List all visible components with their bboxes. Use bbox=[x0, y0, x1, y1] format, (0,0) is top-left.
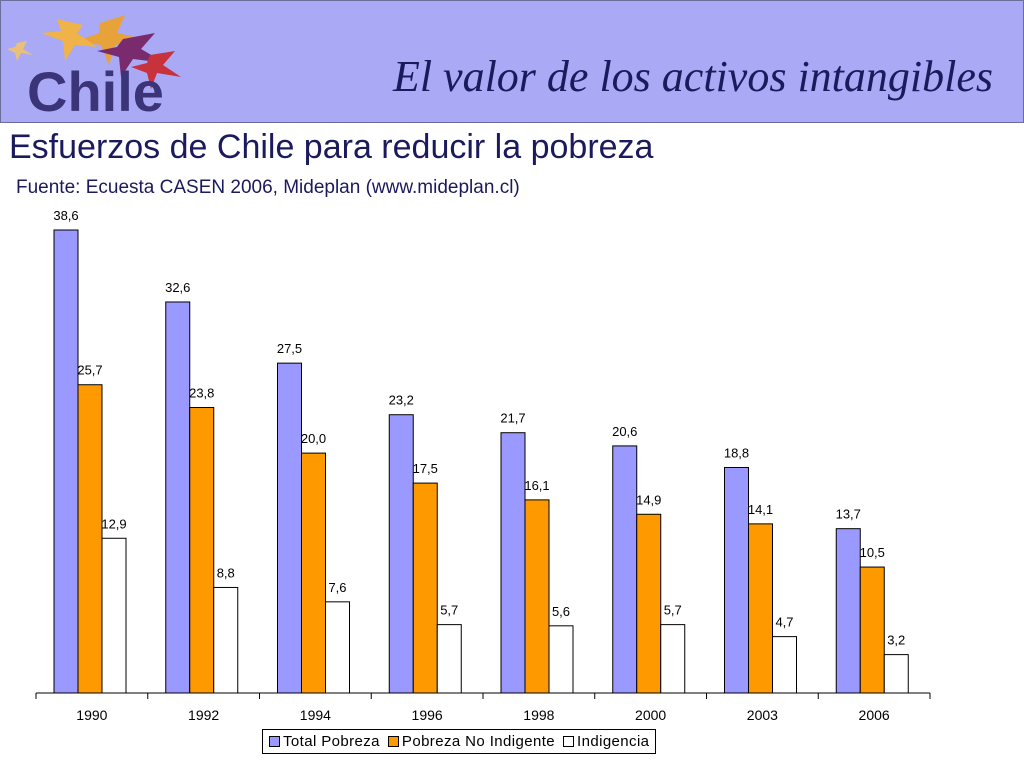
data-label: 10,5 bbox=[860, 545, 885, 560]
chart-subtitle: Esfuerzos de Chile para reducir la pobre… bbox=[9, 128, 654, 166]
bar bbox=[53, 229, 79, 694]
bar bbox=[301, 452, 326, 694]
legend-item-indigencia: Indigencia bbox=[563, 733, 649, 750]
data-label: 5,7 bbox=[440, 603, 458, 618]
bar bbox=[524, 499, 550, 694]
chile-logo: Chile bbox=[7, 15, 181, 121]
data-label: 14,1 bbox=[748, 502, 773, 517]
legend-item-no-indigente: Pobreza No Indigente bbox=[387, 733, 556, 750]
data-label: 7,6 bbox=[328, 580, 346, 595]
x-tick-label: 1992 bbox=[188, 707, 219, 723]
data-label: 13,7 bbox=[836, 507, 861, 522]
slide-title: El valor de los activos intangibles bbox=[392, 52, 993, 101]
bar bbox=[883, 654, 909, 694]
bar bbox=[724, 466, 749, 694]
data-label: 20,0 bbox=[301, 431, 326, 446]
bar bbox=[660, 624, 686, 694]
data-label: 18,8 bbox=[724, 445, 749, 460]
bar bbox=[165, 301, 191, 694]
x-tick-label: 1996 bbox=[412, 707, 443, 723]
source-note: Fuente: Ecuesta CASEN 2006, Mideplan (ww… bbox=[16, 177, 520, 198]
data-label: 23,8 bbox=[189, 386, 214, 401]
data-label: 20,6 bbox=[612, 424, 637, 439]
data-label: 5,6 bbox=[552, 604, 570, 619]
bar bbox=[77, 384, 103, 694]
legend-label-no-indigente: Pobreza No Indigente bbox=[401, 733, 556, 750]
x-tick-label: 2006 bbox=[859, 707, 890, 723]
data-label: 16,1 bbox=[524, 478, 549, 493]
x-tick-label: 1990 bbox=[76, 707, 107, 723]
legend-swatch-total bbox=[269, 736, 280, 747]
bar bbox=[748, 523, 773, 694]
data-label: 32,6 bbox=[165, 280, 190, 295]
bar bbox=[636, 513, 662, 694]
data-label: 17,5 bbox=[413, 461, 438, 476]
legend-label-indigencia: Indigencia bbox=[577, 733, 650, 750]
bar bbox=[436, 624, 462, 694]
data-label: 8,8 bbox=[217, 565, 235, 580]
bar bbox=[388, 414, 414, 694]
bar bbox=[548, 625, 574, 694]
bar bbox=[277, 362, 302, 694]
bar bbox=[772, 636, 797, 694]
x-tick-label: 1998 bbox=[523, 707, 554, 723]
bar bbox=[412, 482, 438, 694]
data-label: 25,7 bbox=[77, 363, 102, 378]
bar bbox=[859, 566, 885, 694]
bar bbox=[612, 445, 638, 694]
bar bbox=[325, 601, 350, 694]
bar bbox=[189, 407, 215, 694]
chart-legend: Total Pobreza Pobreza No Indigente Indig… bbox=[262, 729, 657, 754]
bar bbox=[213, 586, 239, 694]
legend-item-total: Total Pobreza bbox=[269, 733, 380, 750]
stars-icon bbox=[7, 15, 181, 89]
x-tick-label: 2003 bbox=[747, 707, 778, 723]
header-banner: Chile El valor de los activos intangible… bbox=[0, 0, 1024, 123]
data-label: 23,2 bbox=[389, 393, 414, 408]
x-tick-label: 2000 bbox=[635, 707, 666, 723]
data-label: 5,7 bbox=[664, 603, 682, 618]
legend-swatch-indigencia bbox=[563, 736, 575, 747]
bar bbox=[101, 537, 127, 694]
logo-text: Chile bbox=[27, 60, 164, 121]
bar bbox=[835, 528, 861, 694]
bar-chart: 1990 38,6 25,7 12,9 1992 32,6 23,8 8,8 1994 27,5 2… bbox=[35, 208, 931, 723]
x-tick-label: 1994 bbox=[300, 707, 331, 723]
legend-label-total: Total Pobreza bbox=[283, 733, 380, 750]
data-label: 3,2 bbox=[887, 633, 905, 648]
data-label: 27,5 bbox=[277, 341, 302, 356]
data-label: 4,7 bbox=[775, 615, 793, 630]
legend-swatch-no-indigente bbox=[387, 736, 399, 747]
data-label: 14,9 bbox=[636, 492, 661, 507]
data-label: 12,9 bbox=[101, 516, 126, 531]
data-label: 21,7 bbox=[500, 411, 525, 426]
bar bbox=[500, 432, 526, 694]
data-label: 38,6 bbox=[53, 208, 78, 223]
